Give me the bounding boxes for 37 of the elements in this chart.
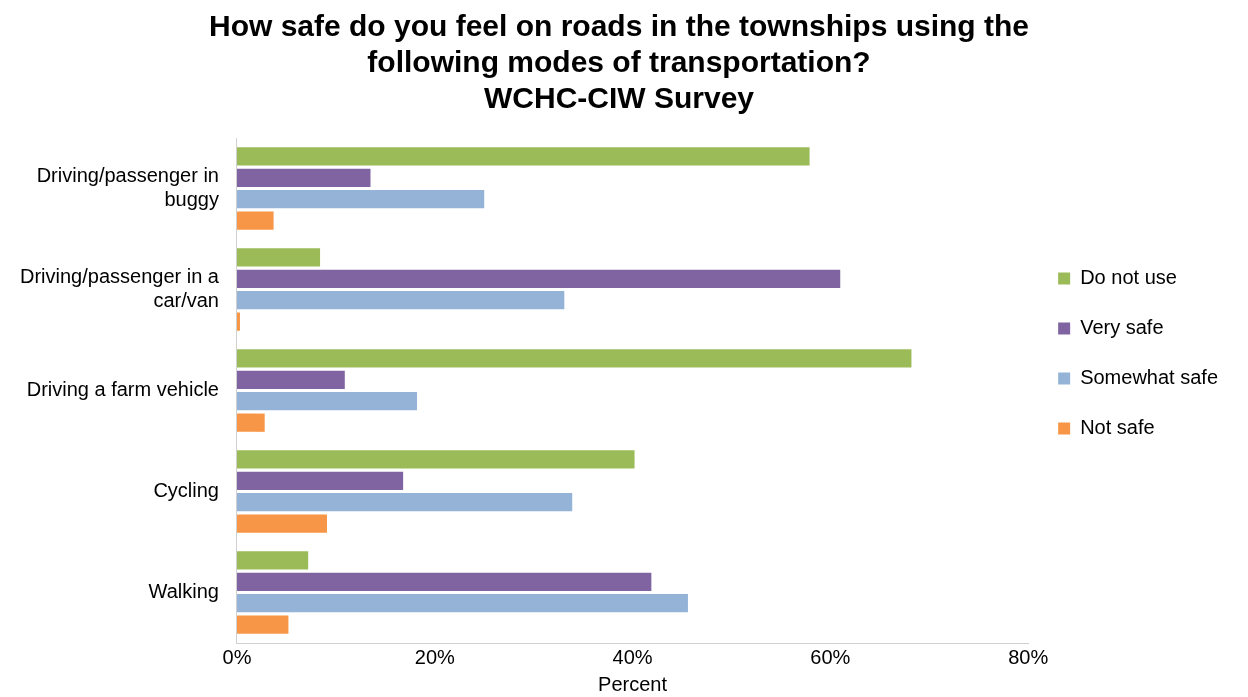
bar	[236, 168, 371, 187]
bar	[236, 147, 810, 166]
bar	[236, 349, 912, 368]
legend-label: Do not use	[1080, 266, 1177, 289]
bar	[236, 493, 573, 512]
chart-subtitle: WCHC-CIW Survey	[483, 81, 755, 115]
x-tick-label: 60%	[810, 645, 851, 668]
bar	[236, 615, 289, 634]
bar	[236, 269, 841, 288]
bar	[236, 594, 688, 613]
y-tick-label: Driving/passenger in buggy	[36, 164, 219, 211]
x-tick-label: 20%	[414, 645, 456, 668]
bar	[236, 392, 417, 411]
legend-label: Somewhat safe	[1080, 366, 1219, 389]
x-tick-label: 80%	[1008, 645, 1049, 668]
bar	[236, 450, 635, 469]
legend-label: Not safe	[1080, 416, 1155, 439]
legend-label: Very safe	[1080, 316, 1164, 339]
bar	[236, 211, 274, 230]
x-tick-label: 0%	[222, 645, 252, 668]
bar	[236, 551, 309, 570]
y-tick-label: Cycling	[153, 479, 219, 502]
y-tick-label: Driving a farm vehicle	[26, 378, 219, 401]
bar	[236, 312, 240, 331]
bar	[236, 190, 485, 209]
y-tick-label: Driving/passenger in a car/van	[19, 265, 220, 312]
bar	[236, 248, 321, 267]
bar	[236, 370, 345, 389]
x-tick-label: 40%	[612, 645, 653, 668]
bar	[236, 514, 327, 533]
x-axis-title: Percent	[598, 672, 668, 695]
bar	[236, 471, 404, 490]
y-tick-label: Walking	[148, 580, 219, 603]
bar	[236, 291, 565, 310]
bar	[236, 572, 652, 591]
bar	[236, 413, 265, 432]
chart-title: How safe do you feel on roads in the townships using the following modes of transportation?	[208, 9, 1030, 79]
